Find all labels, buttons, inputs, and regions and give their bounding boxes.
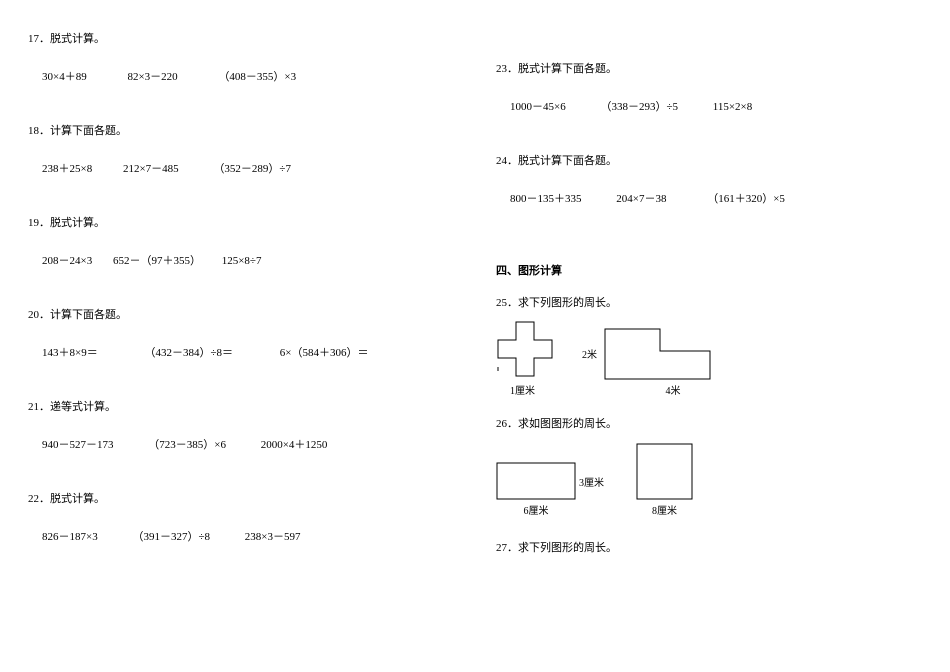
figure-cross: 1厘米 [496, 320, 556, 397]
expr: 212×7－485 [123, 163, 179, 175]
expr: 238＋25×8 [42, 163, 92, 175]
problem-17-body: 30×4＋89 82×3－220 （408－355）×3 [28, 68, 488, 84]
problem-26-figures: 3厘米 6厘米 8厘米 [496, 443, 918, 517]
expr: （352－289）÷7 [213, 163, 291, 175]
problem-26: 26．求如图图形的周长。 3厘米 6厘米 8厘米 [496, 415, 918, 517]
expr: 940－527－173 [42, 439, 114, 451]
expr: （338－293）÷5 [600, 101, 678, 113]
expr: 800－135＋335 [510, 193, 582, 205]
rect1-svg [496, 462, 576, 500]
expr: 1000－45×6 [510, 101, 566, 113]
expr: 826－187×3 [42, 531, 98, 543]
expr: 204×7－38 [616, 193, 666, 205]
problem-19-body: 208－24×3 652－（97＋355） 125×8÷7 [28, 252, 488, 268]
problem-25-title: 25．求下列图形的周长。 [496, 294, 918, 310]
problem-24-body: 800－135＋335 204×7－38 （161＋320）×5 [496, 190, 918, 206]
problem-23-body: 1000－45×6 （338－293）÷5 115×2×8 [496, 98, 918, 114]
problem-18-body: 238＋25×8 212×7－485 （352－289）÷7 [28, 160, 488, 176]
rect2-svg [636, 443, 693, 500]
problem-21-body: 940－527－173 （723－385）×6 2000×4＋1250 [28, 436, 488, 452]
problem-21: 21．递等式计算。 940－527－173 （723－385）×6 2000×4… [28, 398, 488, 452]
expr: 238×3－597 [245, 531, 301, 543]
lshape-svg [604, 328, 712, 380]
expr: （432－384）÷8＝ [144, 347, 233, 359]
problem-22-body: 826－187×3 （391－327）÷8 238×3－597 [28, 528, 488, 544]
expr: 652－（97＋355） [113, 255, 201, 267]
expr: 6×（584＋306）＝ [280, 347, 369, 359]
problem-23: 23．脱式计算下面各题。 1000－45×6 （338－293）÷5 115×2… [496, 60, 918, 114]
cross-svg [496, 320, 556, 380]
problem-18-title: 18．计算下面各题。 [28, 122, 488, 138]
problem-25: 25．求下列图形的周长。 1厘米 2米 4米 [496, 294, 918, 397]
problem-22-title: 22．脱式计算。 [28, 490, 488, 506]
problem-21-title: 21．递等式计算。 [28, 398, 488, 414]
expr: 143＋8×9＝ [42, 347, 98, 359]
problem-25-figures: 1厘米 2米 4米 [496, 320, 918, 397]
label-8cm: 8厘米 [652, 502, 677, 517]
label-4m: 4米 [666, 382, 681, 397]
problem-17-title: 17．脱式计算。 [28, 30, 488, 46]
right-column: 23．脱式计算下面各题。 1000－45×6 （338－293）÷5 115×2… [488, 30, 918, 652]
expr: 115×2×8 [713, 101, 753, 113]
problem-24-title: 24．脱式计算下面各题。 [496, 152, 918, 168]
expr: 125×8÷7 [222, 255, 262, 267]
problem-23-title: 23．脱式计算下面各题。 [496, 60, 918, 76]
label-6cm: 6厘米 [524, 502, 549, 517]
expr: 2000×4＋1250 [261, 439, 328, 451]
expr: 30×4＋89 [42, 71, 87, 83]
problem-20-body: 143＋8×9＝ （432－384）÷8＝ 6×（584＋306）＝ [28, 344, 488, 360]
expr: 82×3－220 [127, 71, 177, 83]
expr: （161＋320）×5 [707, 193, 785, 205]
expr: （723－385）×6 [148, 439, 226, 451]
section-4-header: 四、图形计算 [496, 262, 918, 278]
problem-22: 22．脱式计算。 826－187×3 （391－327）÷8 238×3－597 [28, 490, 488, 544]
problem-18: 18．计算下面各题。 238＋25×8 212×7－485 （352－289）÷… [28, 122, 488, 176]
problem-26-title: 26．求如图图形的周长。 [496, 415, 918, 431]
expr: （391－327）÷8 [132, 531, 210, 543]
problem-17: 17．脱式计算。 30×4＋89 82×3－220 （408－355）×3 [28, 30, 488, 84]
problem-27: 27．求下列图形的周长。 [496, 539, 918, 555]
figure-rect2: 8厘米 [636, 443, 693, 517]
problem-20-title: 20．计算下面各题。 [28, 306, 488, 322]
problem-20: 20．计算下面各题。 143＋8×9＝ （432－384）÷8＝ 6×（584＋… [28, 306, 488, 360]
problem-19-title: 19．脱式计算。 [28, 214, 488, 230]
figure-rect1: 3厘米 6厘米 [496, 462, 576, 517]
figure-lshape: 2米 4米 [604, 328, 712, 397]
problem-19: 19．脱式计算。 208－24×3 652－（97＋355） 125×8÷7 [28, 214, 488, 268]
label-1cm: 1厘米 [510, 382, 535, 397]
expr: （408－355）×3 [218, 71, 296, 83]
problem-24: 24．脱式计算下面各题。 800－135＋335 204×7－38 （161＋3… [496, 152, 918, 206]
problem-27-title: 27．求下列图形的周长。 [496, 539, 918, 555]
label-3cm: 3厘米 [579, 474, 604, 489]
left-column: 17．脱式计算。 30×4＋89 82×3－220 （408－355）×3 18… [28, 30, 488, 652]
label-2m: 2米 [582, 346, 597, 361]
expr: 208－24×3 [42, 255, 92, 267]
